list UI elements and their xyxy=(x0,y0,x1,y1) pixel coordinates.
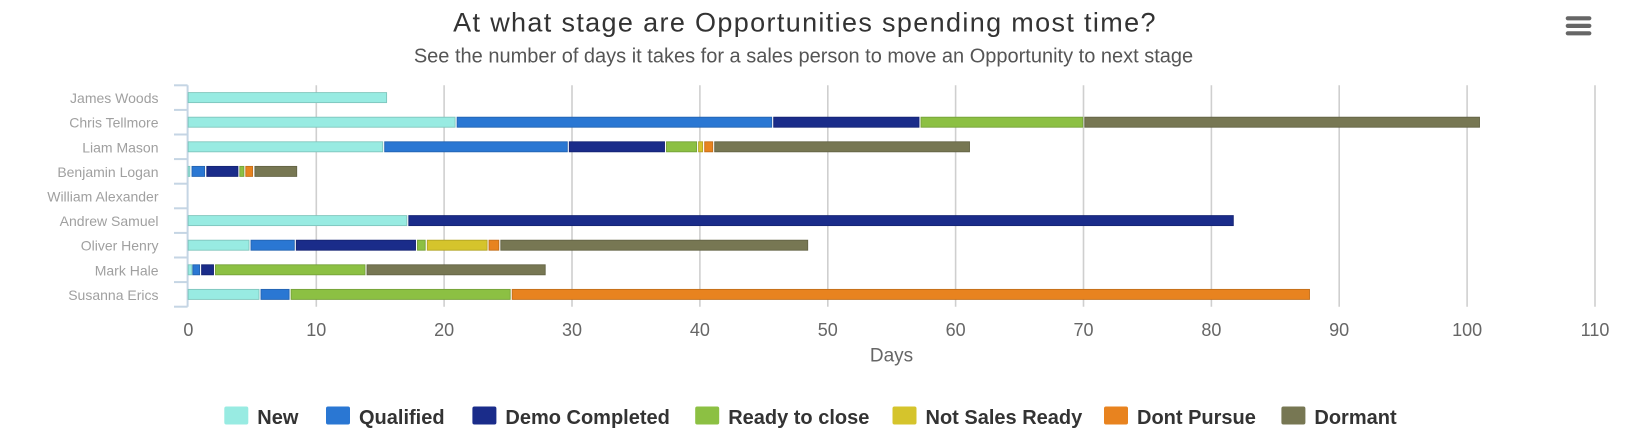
svg-text:James Woods: James Woods xyxy=(70,90,158,106)
svg-text:Dont Pursue: Dont Pursue xyxy=(1137,407,1256,429)
svg-text:70: 70 xyxy=(1073,320,1093,340)
svg-text:Qualified: Qualified xyxy=(359,407,445,429)
svg-text:Andrew Samuel: Andrew Samuel xyxy=(60,213,159,229)
svg-text:Demo Completed: Demo Completed xyxy=(505,407,669,429)
svg-text:See the number of days it take: See the number of days it takes for a sa… xyxy=(414,46,1193,68)
svg-text:100: 100 xyxy=(1452,320,1482,340)
svg-text:William Alexander: William Alexander xyxy=(47,189,159,205)
svg-text:60: 60 xyxy=(946,320,966,340)
svg-text:Days: Days xyxy=(870,346,913,367)
svg-text:50: 50 xyxy=(818,320,838,340)
svg-text:20: 20 xyxy=(434,320,454,340)
svg-text:Mark Hale: Mark Hale xyxy=(95,262,159,278)
svg-text:At what stage are Opportunitie: At what stage are Opportunities spending… xyxy=(453,8,1157,38)
svg-text:Benjamin Logan: Benjamin Logan xyxy=(57,164,158,180)
svg-text:Susanna Erics: Susanna Erics xyxy=(68,287,158,303)
svg-text:Oliver Henry: Oliver Henry xyxy=(81,238,159,254)
svg-text:Ready to close: Ready to close xyxy=(728,407,869,429)
svg-text:80: 80 xyxy=(1201,320,1221,340)
svg-text:0: 0 xyxy=(183,320,193,340)
svg-text:10: 10 xyxy=(306,320,326,340)
svg-text:New: New xyxy=(257,407,299,429)
svg-text:Not Sales Ready: Not Sales Ready xyxy=(926,407,1084,429)
svg-text:30: 30 xyxy=(562,320,582,340)
svg-text:40: 40 xyxy=(690,320,710,340)
svg-text:90: 90 xyxy=(1329,320,1349,340)
svg-text:Dormant: Dormant xyxy=(1314,407,1397,429)
svg-text:Chris Tellmore: Chris Tellmore xyxy=(69,115,158,131)
svg-text:Liam Mason: Liam Mason xyxy=(82,139,158,155)
svg-text:110: 110 xyxy=(1581,320,1610,340)
